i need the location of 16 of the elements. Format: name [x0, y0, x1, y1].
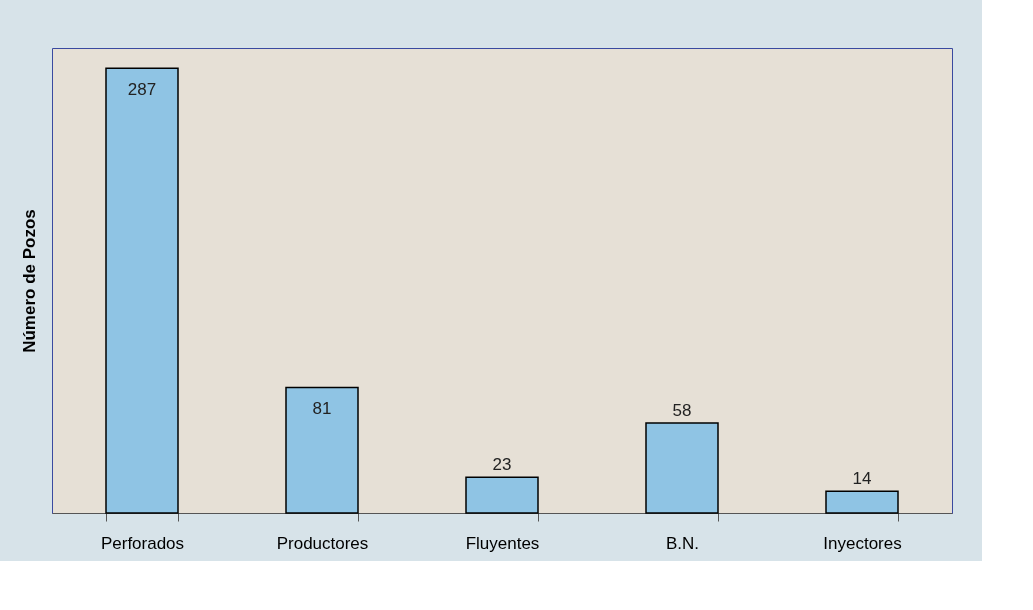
data-label: 58: [672, 401, 692, 421]
x-tick-label: Perforados: [100, 533, 185, 553]
data-label: 81: [312, 399, 332, 419]
x-tick-label: Fluyentes: [465, 533, 540, 553]
data-label: 23: [492, 455, 512, 475]
bar: [825, 490, 899, 514]
bar: [285, 386, 359, 514]
data-label: 287: [127, 80, 157, 100]
x-tick-label: B.N.: [665, 533, 700, 553]
x-tick-label: Inyectores: [823, 533, 902, 553]
data-label: 14: [852, 469, 872, 489]
x-tick-label: Productores: [276, 533, 369, 553]
bar: [645, 422, 719, 514]
bar: [105, 67, 179, 514]
y-axis-title: Número de Pozos: [19, 209, 39, 353]
bar: [465, 476, 539, 514]
